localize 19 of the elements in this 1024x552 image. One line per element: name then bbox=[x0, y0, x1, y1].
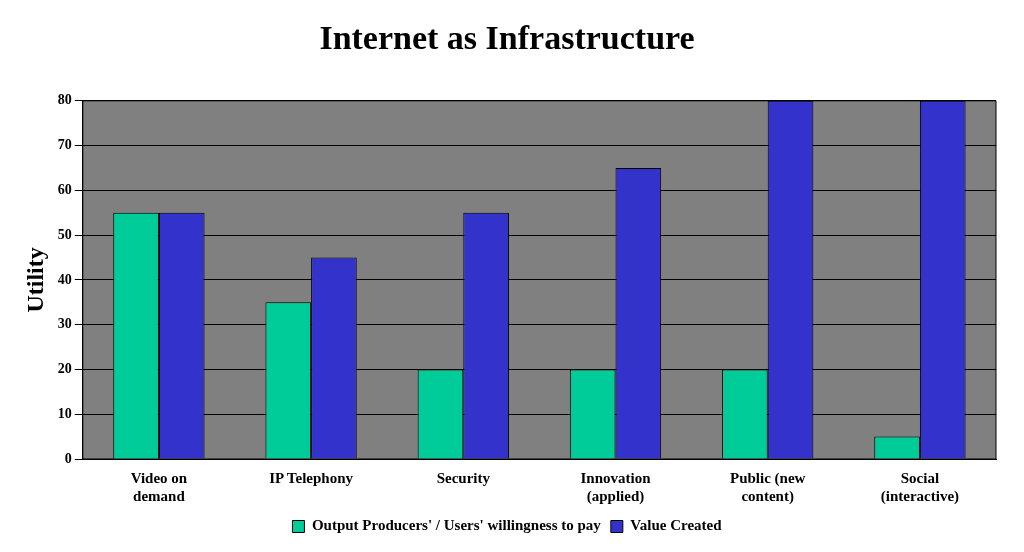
y-tick-label: 70 bbox=[57, 137, 72, 153]
y-tick-label: 60 bbox=[57, 181, 72, 197]
y-tick-label: 30 bbox=[57, 316, 72, 332]
x-tick-label: Innovation (applied) bbox=[580, 469, 652, 505]
y-tick-label: 80 bbox=[57, 92, 72, 108]
chart-title: Internet as Infrastructure bbox=[319, 19, 695, 57]
legend-label: Output Producers' / Users' willingness to pay bbox=[311, 517, 602, 534]
y-tick-label: 0 bbox=[64, 450, 72, 466]
legend-label: Value Created bbox=[630, 517, 723, 534]
x-tick-label: IP Telephony bbox=[269, 469, 354, 486]
x-tick-label: Public (new content) bbox=[729, 469, 806, 505]
y-tick-label: 40 bbox=[57, 271, 72, 287]
y-tick-label: 20 bbox=[57, 361, 72, 377]
x-tick-label: Security bbox=[436, 469, 491, 486]
x-tick-label: Video on demand bbox=[130, 469, 188, 504]
y-axis-title: Utility bbox=[21, 247, 48, 313]
x-tick-label: Social (interactive) bbox=[880, 469, 960, 505]
y-tick-label: 10 bbox=[57, 405, 72, 421]
y-tick-label: 50 bbox=[57, 226, 72, 242]
